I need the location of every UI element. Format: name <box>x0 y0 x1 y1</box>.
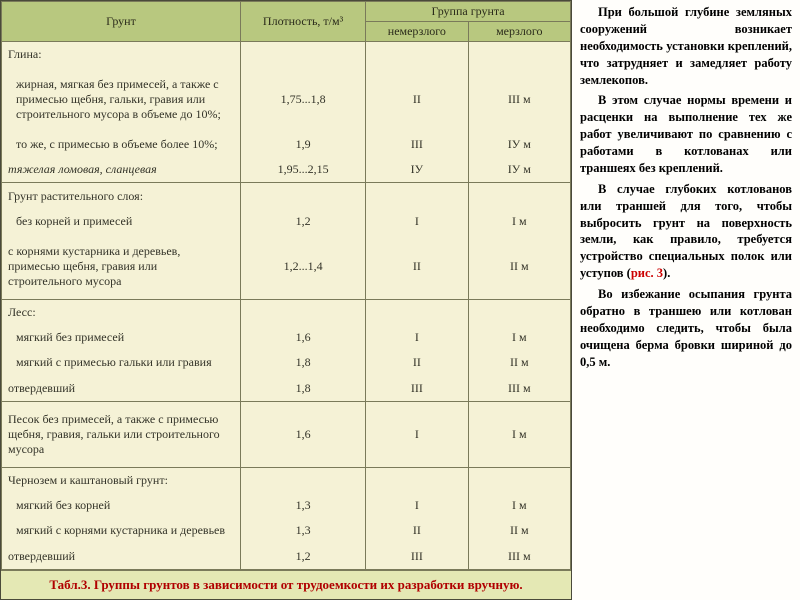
cell-g2: III м <box>468 375 570 401</box>
cell-density: 1,6 <box>240 401 365 467</box>
cell-density: 1,2 <box>240 543 365 569</box>
th-density: Плотность, т/м³ <box>240 2 365 42</box>
cell-g2: IУ м <box>468 157 570 183</box>
cell-g2: II м <box>468 350 570 375</box>
cell-g1: II <box>366 67 468 132</box>
row-sub: отвердевший <box>2 543 241 569</box>
para-4: Во избежание осыпания грунта обратно в т… <box>580 286 792 370</box>
row-title: Лесс: <box>2 299 241 325</box>
cell-density: 1,8 <box>240 350 365 375</box>
th-group: Группа грунта <box>366 2 571 22</box>
cell-density: 1,75...1,8 <box>240 67 365 132</box>
th-soil: Грунт <box>2 2 241 42</box>
cell-g2: III м <box>468 543 570 569</box>
cell-g1: II <box>366 518 468 543</box>
cell-g1: II <box>366 350 468 375</box>
para-1: При большой глубине земляных сооружений … <box>580 4 792 88</box>
cell-g2: IУ м <box>468 132 570 157</box>
cell-g2: II м <box>468 518 570 543</box>
row-title: Глина: <box>2 42 241 68</box>
row-sub: жирная, мягкая без примесей, а также с п… <box>2 67 241 132</box>
cell-g1: I <box>366 209 468 234</box>
cell-density: 1,95...2,15 <box>240 157 365 183</box>
row-sub: мягкий с корнями кустарника и деревьев <box>2 518 241 543</box>
cell-g1: III <box>366 132 468 157</box>
th-unfrozen: немерзлого <box>366 22 468 42</box>
th-frozen: мерзлого <box>468 22 570 42</box>
cell-density: 1,3 <box>240 493 365 518</box>
cell-g2: I м <box>468 325 570 350</box>
cell-g2: II м <box>468 234 570 299</box>
row-title: Песок без примесей, а также с примесью щ… <box>2 401 241 467</box>
cell-g1: IУ <box>366 157 468 183</box>
row-sub: тяжелая ломовая, сланцевая <box>2 157 241 183</box>
cell-g1: III <box>366 543 468 569</box>
cell-density: 1,8 <box>240 375 365 401</box>
cell-density: 1,2 <box>240 209 365 234</box>
para-3: В случае глубоких котлованов или траншей… <box>580 181 792 282</box>
row-sub: мягкий без примесей <box>2 325 241 350</box>
cell-density: 1,2...1,4 <box>240 234 365 299</box>
text-panel: При большой глубине земляных сооружений … <box>572 0 800 600</box>
table-caption: Табл.3. Группы грунтов в зависимости от … <box>1 570 571 599</box>
row-sub: без корней и примесей <box>2 209 241 234</box>
cell-density: 1,6 <box>240 325 365 350</box>
cell-g1: I <box>366 401 468 467</box>
cell-g1: II <box>366 234 468 299</box>
row-title: Грунт растительного слоя: <box>2 183 241 209</box>
cell-density: 1,3 <box>240 518 365 543</box>
cell-g2: I м <box>468 209 570 234</box>
row-sub: то же, с примесью в объеме более 10%; <box>2 132 241 157</box>
cell-g1: III <box>366 375 468 401</box>
cell-g1: I <box>366 493 468 518</box>
cell-g2: I м <box>468 401 570 467</box>
para-2: В этом случае нормы времени и расценки н… <box>580 92 792 176</box>
row-sub: отвердевший <box>2 375 241 401</box>
row-sub: с корнями кустарника и деревьев, примесь… <box>2 234 241 299</box>
row-sub: мягкий без корней <box>2 493 241 518</box>
cell-g1: I <box>366 325 468 350</box>
soil-table: Грунт Плотность, т/м³ Группа грунта неме… <box>1 1 571 570</box>
cell-g2: III м <box>468 67 570 132</box>
table-panel: Грунт Плотность, т/м³ Группа грунта неме… <box>0 0 572 600</box>
cell-g2: I м <box>468 493 570 518</box>
row-title: Чернозем и каштановый грунт: <box>2 467 241 493</box>
cell-density: 1,9 <box>240 132 365 157</box>
fig-ref: рис. 3 <box>631 266 663 280</box>
row-sub: мягкий с примесью гальки или гравия <box>2 350 241 375</box>
